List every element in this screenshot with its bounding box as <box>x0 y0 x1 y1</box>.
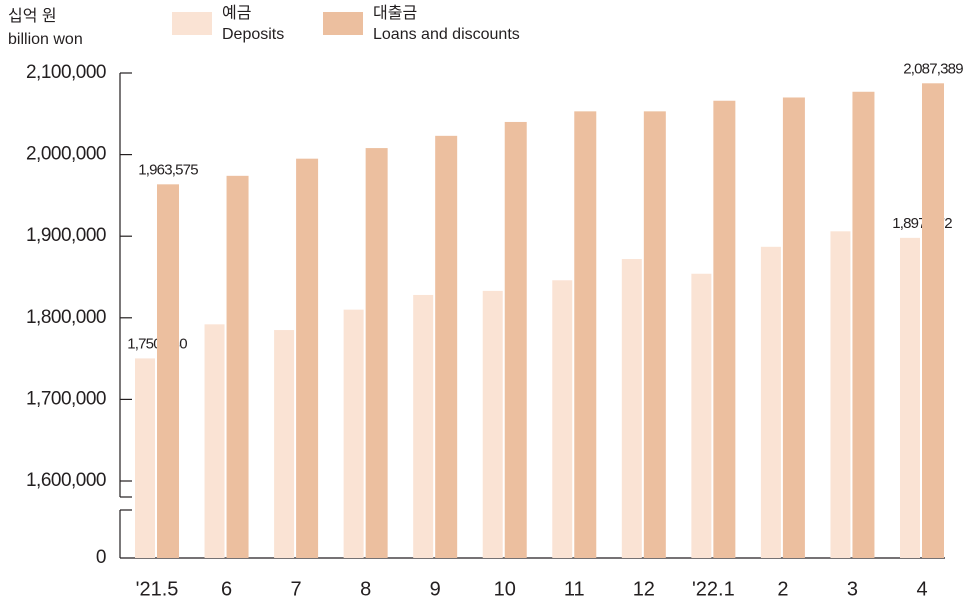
bar <box>365 148 388 558</box>
bar <box>782 97 805 558</box>
x-tick-label: 6 <box>221 578 232 600</box>
legend-swatch <box>172 12 212 35</box>
value-label: 1,963,575 <box>138 161 198 178</box>
bar <box>504 121 527 559</box>
y-tick-label: 2,000,000 <box>26 144 106 165</box>
x-tick-label: 3 <box>847 578 858 600</box>
legend-swatch <box>323 12 363 35</box>
x-tick-label: 11 <box>564 578 585 600</box>
legend-label: Loans and discounts <box>373 26 520 43</box>
y-tick-label: 2,100,000 <box>26 62 106 83</box>
bar <box>413 294 434 558</box>
x-tick-label: 4 <box>916 578 927 600</box>
y-unit-en: billion won <box>8 31 83 48</box>
y-tick-label: 1,700,000 <box>26 388 106 409</box>
x-tick-label: 10 <box>494 578 516 600</box>
y-tick-label: 1,900,000 <box>26 225 106 246</box>
y-tick-label: 1,800,000 <box>26 307 106 328</box>
bar <box>574 111 597 559</box>
legend-label: 대출금 <box>373 4 417 22</box>
x-tick-label: 7 <box>291 578 302 600</box>
x-tick-label: 9 <box>430 578 441 600</box>
bar <box>482 290 503 558</box>
x-tick-label: 8 <box>360 578 371 600</box>
bar <box>226 175 249 559</box>
bar <box>204 324 225 558</box>
x-tick-label: '22.1 <box>692 578 735 600</box>
bar <box>621 259 642 558</box>
bar <box>852 91 875 558</box>
bar <box>157 184 179 558</box>
x-tick-label: 2 <box>777 578 788 600</box>
bar <box>713 100 736 558</box>
bar <box>691 273 712 558</box>
bar <box>552 280 573 558</box>
x-tick-label: 12 <box>633 578 655 600</box>
y-tick-label: 1,600,000 <box>26 470 106 491</box>
bar <box>135 358 155 558</box>
bar <box>343 309 364 558</box>
legend-label: Deposits <box>222 26 284 43</box>
value-label: 2,087,389 <box>903 60 963 77</box>
bar <box>296 158 319 558</box>
bar <box>760 246 781 559</box>
bar <box>274 330 295 558</box>
y-tick-label: 0 <box>96 547 106 568</box>
x-tick-label: '21.5 <box>136 578 179 600</box>
bar <box>643 111 666 559</box>
bar <box>922 83 944 558</box>
bar <box>900 237 920 558</box>
y-unit-ko: 십억 원 <box>8 7 57 25</box>
bar <box>435 135 458 558</box>
bar <box>830 231 851 558</box>
legend-label: 예금 <box>222 4 251 22</box>
